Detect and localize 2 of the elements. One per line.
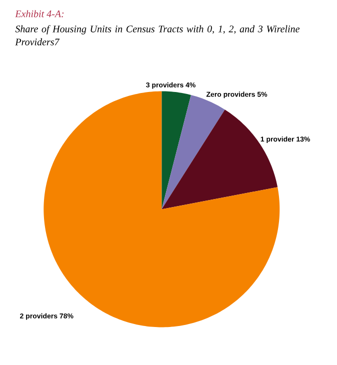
chart-title: Exhibit 4-A: bbox=[15, 10, 64, 18]
chart-subtitle: Share of Housing Units in Census Tracts with 0, 1, 2, and 3 Wireline Providers7 bbox=[15, 25, 300, 46]
